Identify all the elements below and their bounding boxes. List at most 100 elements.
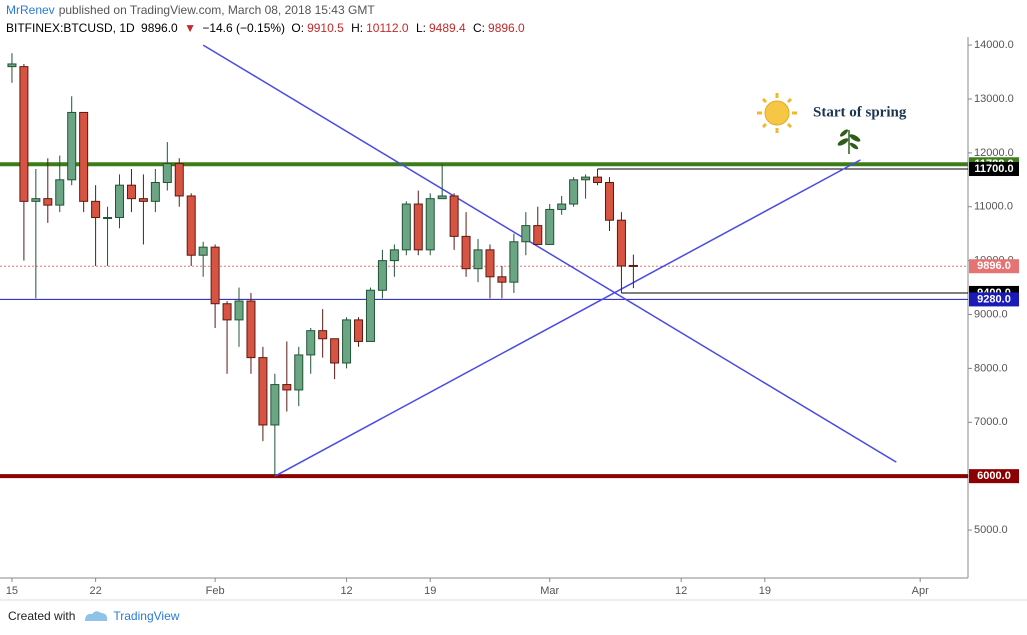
change: −14.6 (−0.15%) [202, 21, 286, 35]
x-tick-label: Apr [912, 585, 929, 597]
candle-body [282, 384, 292, 391]
h-label: H: [351, 21, 364, 35]
x-tick-label: 12 [675, 585, 687, 597]
candle-body [425, 198, 435, 251]
last-price: 9896.0 [141, 21, 178, 35]
change-arrow: ▼ [184, 21, 196, 35]
candle-body [7, 63, 17, 68]
annotation: Start of spring [813, 104, 907, 120]
candle-body [509, 241, 519, 283]
candle-body [593, 176, 603, 183]
candle-body [43, 198, 53, 206]
l-label: L: [415, 21, 426, 35]
candle-body [545, 208, 555, 245]
author[interactable]: MrRenev [6, 3, 55, 17]
x-tick-label: 19 [759, 585, 771, 597]
candle-body [473, 249, 483, 270]
candle-body [67, 111, 77, 181]
plot-area [0, 44, 968, 479]
candle-body [246, 300, 256, 359]
y-tick-label: 14000.0 [974, 39, 1014, 51]
candle-body [413, 203, 423, 251]
symbol-line: BITFINEX:BTCUSD, 1D 9896.0 ▼ −14.6 (−0.1… [6, 21, 529, 35]
candle-body [461, 235, 471, 270]
price-label: 6000.0 [977, 470, 1011, 482]
candle-body [342, 319, 352, 364]
candle-body [533, 225, 543, 245]
x-tick-label: Mar [540, 585, 559, 597]
o-label: O: [291, 21, 305, 35]
x-tick-label: Feb [206, 585, 225, 597]
candle-body [401, 203, 411, 251]
l-value: 9489.4 [428, 21, 466, 35]
h-value: 10112.0 [366, 21, 409, 35]
candle-body [604, 181, 614, 221]
candle-body [115, 184, 125, 219]
x-tick-label: 12 [340, 585, 352, 597]
candle-body [330, 338, 340, 364]
header-line: MrRenev published on TradingView.com, Mar… [6, 3, 375, 17]
c-value: 9896.0 [488, 21, 525, 35]
leaf-icon [837, 129, 861, 154]
x-tick-label: 22 [89, 585, 101, 597]
candle-body [234, 300, 244, 321]
chart: Start of spring 5000.0 6000.0 7000.0 8000.0… [0, 37, 1027, 601]
candle-body [150, 181, 160, 202]
candle-body [294, 354, 304, 391]
candle-body [389, 249, 399, 262]
candle-body [55, 179, 65, 206]
candle-body [222, 303, 232, 321]
candle-body [365, 289, 375, 342]
candle-body [258, 357, 268, 426]
tv-logo [85, 611, 108, 621]
candle-body [186, 195, 196, 256]
price-label-bg [969, 292, 1019, 307]
y-tick-label: 13000.0 [974, 93, 1014, 105]
candle-body [31, 198, 41, 202]
candle-body [174, 163, 184, 197]
candle-body [270, 384, 280, 426]
c-label: C: [473, 21, 486, 35]
y-tick-label: 12000.0 [974, 147, 1014, 159]
published: published on TradingView.com, March 08, … [58, 3, 375, 17]
created-with: Created with [8, 609, 76, 623]
candle-body [198, 246, 208, 256]
candle-body [162, 163, 172, 183]
price-label-bg [969, 162, 1019, 177]
price-label-bg [969, 259, 1019, 274]
candle-body [616, 219, 626, 267]
candle-body [521, 225, 531, 243]
x-tick-label: 19 [424, 585, 436, 597]
candle-body [497, 276, 507, 283]
brand[interactable]: TradingView [113, 609, 180, 623]
candle-body [569, 179, 579, 205]
candle-body [485, 249, 495, 278]
candle-body [103, 217, 113, 220]
candle-body [354, 319, 364, 342]
candle-body [557, 203, 567, 210]
candle-body [79, 111, 89, 202]
y-tick-label: 9000.0 [974, 308, 1008, 320]
candle-body [138, 198, 148, 202]
y-tick-label: 5000.0 [974, 524, 1008, 536]
x-tick-label: 15 [6, 585, 18, 597]
candle-body [91, 200, 101, 219]
candle-body [449, 195, 459, 237]
y-tick-label: 11000.0 [974, 201, 1013, 213]
sun-icon [757, 93, 797, 133]
candle-body [437, 195, 447, 200]
o-value: 9910.5 [307, 21, 344, 35]
candle-body [126, 184, 136, 200]
footer: Created with TradingView [8, 609, 179, 623]
price-label: 11700.0 [974, 163, 1013, 175]
candle-body [581, 176, 591, 181]
price-label-bg [969, 469, 1019, 484]
candle-body [210, 246, 220, 305]
candle-body [19, 66, 29, 202]
y-tick-label: 8000.0 [974, 362, 1008, 374]
symbol: BITFINEX:BTCUSD, 1D [6, 21, 135, 35]
trend-line [202, 44, 897, 463]
candle-body [377, 260, 387, 291]
candle-body [628, 264, 638, 267]
